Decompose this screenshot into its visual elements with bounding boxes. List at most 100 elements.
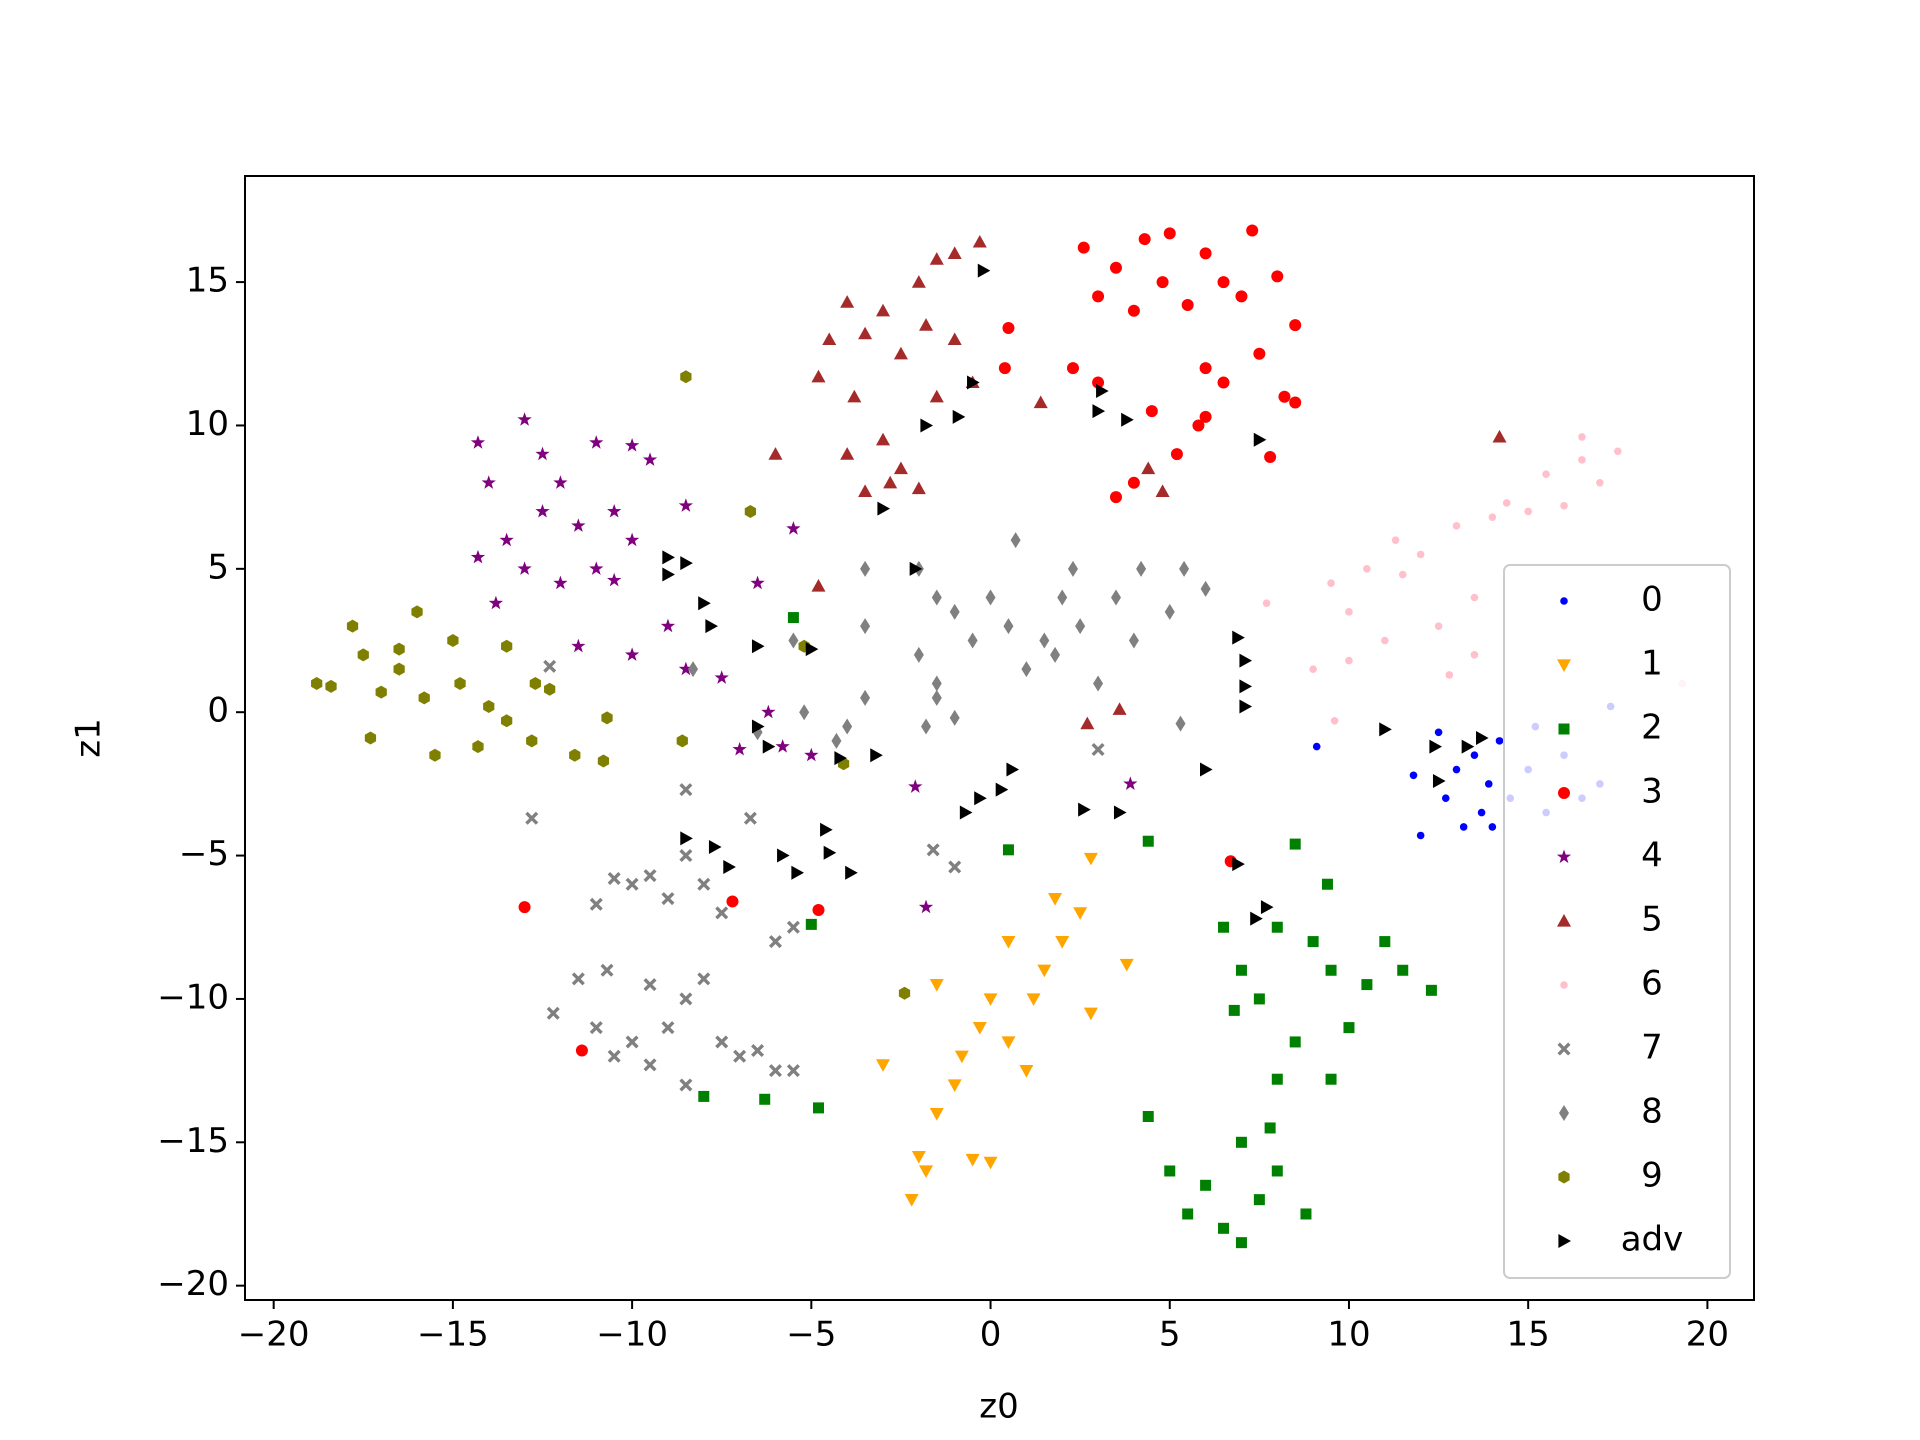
- legend-label: 1: [1641, 644, 1663, 684]
- point: [1470, 593, 1479, 602]
- point: [1077, 241, 1090, 254]
- point: [1138, 233, 1151, 246]
- point: [1003, 618, 1014, 635]
- point: [1477, 808, 1486, 817]
- point: [1260, 900, 1274, 915]
- point: [1300, 1208, 1312, 1220]
- point: [535, 503, 550, 518]
- point: [1073, 907, 1088, 920]
- point: [1253, 993, 1265, 1005]
- point: [1239, 653, 1253, 668]
- point: [553, 475, 568, 489]
- point: [1459, 823, 1468, 831]
- point: [1441, 794, 1450, 803]
- point: [733, 1049, 747, 1063]
- point: [805, 642, 819, 657]
- y-tick-label: −10: [157, 977, 229, 1017]
- point: [1578, 456, 1586, 464]
- point: [898, 986, 911, 1000]
- point: [1109, 261, 1122, 274]
- point: [860, 618, 871, 635]
- point: [977, 263, 991, 278]
- point: [858, 326, 873, 340]
- point: [678, 498, 694, 512]
- y-tick-label: −15: [157, 1121, 229, 1161]
- point: [743, 811, 757, 825]
- point: [1379, 936, 1391, 948]
- point: [661, 892, 675, 906]
- point: [1232, 630, 1245, 645]
- point: [346, 619, 359, 633]
- legend-marker: [1560, 597, 1568, 605]
- point: [678, 661, 694, 676]
- point: [1361, 979, 1373, 991]
- point: [860, 689, 871, 706]
- legend-marker: [1560, 981, 1568, 989]
- legend-marker: [1557, 914, 1571, 927]
- point: [1307, 936, 1319, 948]
- point: [1179, 560, 1190, 577]
- y-tick-label: −5: [179, 834, 229, 874]
- point: [1502, 499, 1511, 507]
- point: [1010, 532, 1021, 549]
- point: [804, 747, 819, 762]
- point: [732, 741, 747, 756]
- point: [1127, 304, 1140, 317]
- point: [768, 1064, 782, 1078]
- point: [454, 677, 466, 691]
- point: [1142, 835, 1154, 847]
- point: [1264, 451, 1277, 463]
- point: [1345, 608, 1353, 616]
- point: [597, 754, 610, 768]
- point: [762, 739, 776, 754]
- point: [589, 1021, 603, 1035]
- point: [768, 935, 782, 949]
- point: [1381, 636, 1389, 645]
- point: [1495, 737, 1504, 745]
- x-tick-label: −20: [238, 1315, 310, 1355]
- point: [876, 303, 891, 317]
- point: [1123, 776, 1138, 790]
- point: [680, 370, 692, 384]
- point: [777, 848, 790, 863]
- point: [575, 1044, 588, 1057]
- point: [1416, 831, 1425, 840]
- point: [1271, 1165, 1283, 1177]
- legend: 0 1 2 3 4 5 6 7 8 9 adv: [1503, 564, 1731, 1279]
- point: [661, 1021, 675, 1035]
- point: [311, 677, 323, 691]
- point: [921, 718, 932, 735]
- point: [660, 618, 676, 633]
- point: [1253, 1194, 1265, 1206]
- point: [820, 822, 833, 837]
- point: [1021, 661, 1032, 678]
- point: [1200, 580, 1211, 597]
- point: [919, 1165, 934, 1178]
- point: [1001, 935, 1016, 949]
- point: [911, 481, 926, 495]
- point: [1002, 844, 1014, 856]
- point: [393, 642, 405, 656]
- point: [1434, 622, 1443, 630]
- point: [662, 550, 675, 565]
- point: [983, 1156, 998, 1170]
- point: [1048, 892, 1063, 906]
- point: [499, 532, 514, 547]
- point: [919, 318, 934, 331]
- point: [1429, 739, 1442, 754]
- point: [1002, 321, 1015, 334]
- point: [429, 748, 441, 762]
- point: [1560, 501, 1568, 510]
- point: [947, 246, 962, 260]
- point: [1175, 715, 1186, 732]
- point: [679, 849, 693, 863]
- point: [822, 332, 837, 346]
- point: [995, 782, 1009, 797]
- point: [913, 646, 924, 663]
- point: [1110, 589, 1121, 606]
- point: [714, 670, 729, 684]
- point: [920, 418, 934, 433]
- point: [607, 572, 622, 587]
- point: [1363, 565, 1371, 573]
- point: [325, 679, 337, 693]
